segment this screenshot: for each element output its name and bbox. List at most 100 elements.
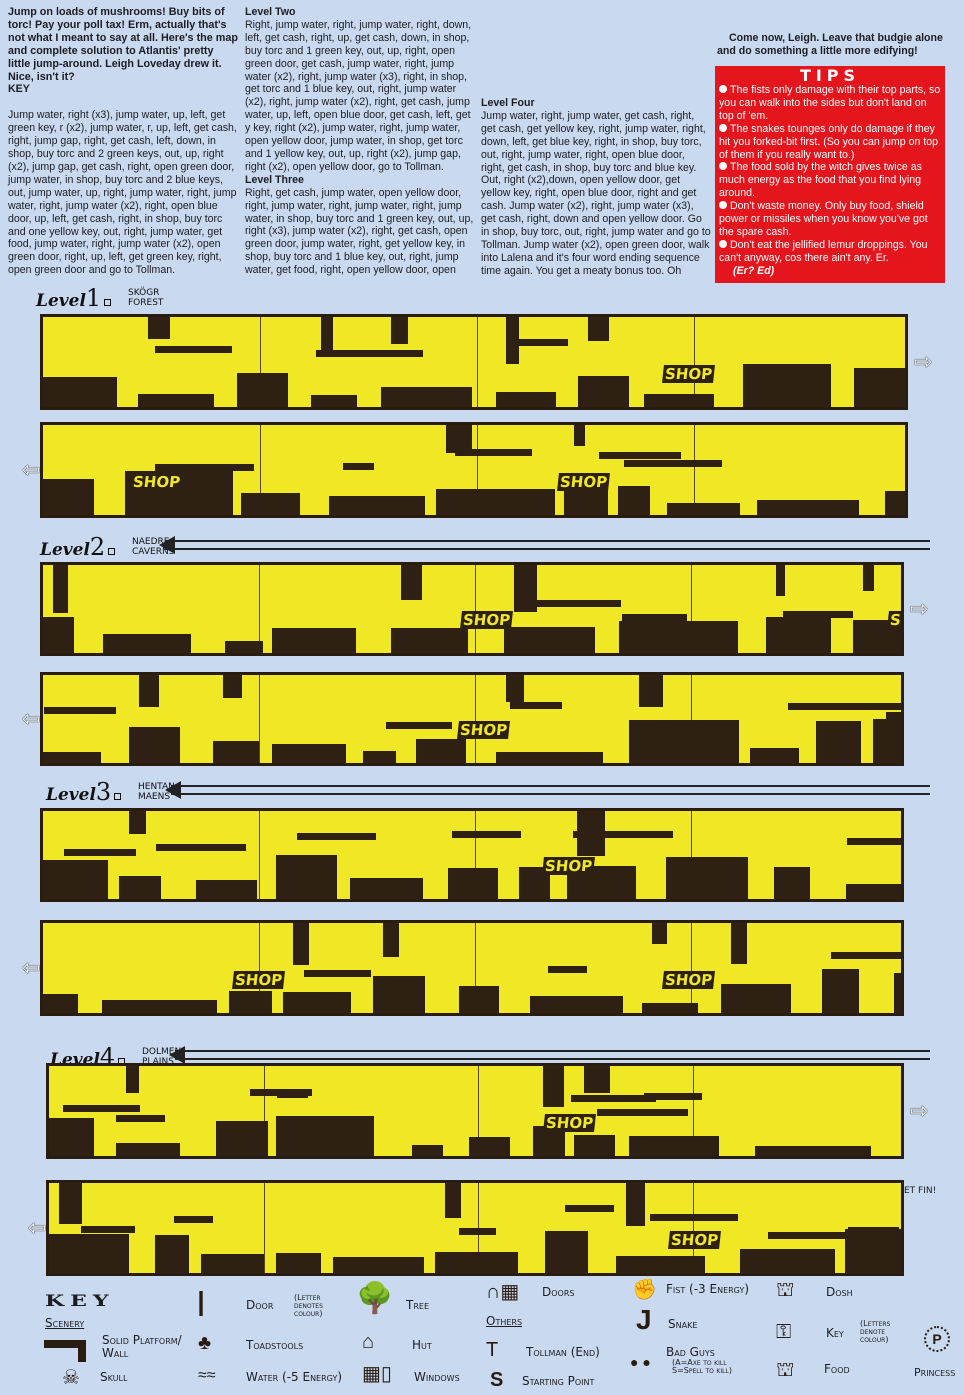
ground-block [276,1115,374,1156]
screen-arrow-icon: ⇨ [910,596,929,621]
pillar [320,317,333,350]
screen-divider [693,1066,694,1156]
pillar [382,923,400,957]
level-name: SKÖGR FOREST [128,288,163,308]
platform [451,831,522,838]
key-dosh: Dosh [826,1285,853,1299]
level-four-heading: Level Four [481,97,535,109]
pillar [59,1183,82,1224]
platform [509,339,569,347]
platform [115,1115,165,1123]
ground-block [739,1249,835,1273]
ground-block [201,1254,264,1273]
tip-item: The food sold by the witch gives twice a… [719,161,941,200]
scenery-heading: Scenery [45,1316,85,1330]
key-start: Starting Point [522,1374,595,1388]
ground-block [43,994,79,1013]
platform [570,1095,657,1103]
ground-block [894,972,901,1013]
ground-block [628,1135,720,1156]
platform [509,701,563,709]
platform [847,1226,899,1234]
ground-block [530,995,623,1013]
pillar [53,565,68,613]
ground-block [118,875,162,899]
screen-divider [694,317,695,407]
tip-text: The food sold by the witch gives twice a… [719,161,922,200]
screen-divider [260,425,261,515]
ground-block [416,739,467,763]
bullet-icon [719,162,727,171]
screen-divider [691,923,692,1013]
ground-block [545,1231,589,1273]
level-two-heading: Level Two [245,6,296,18]
shop-sign: SHOP [887,611,901,629]
tip-text: Don't eat the jellified lemur droppings.… [719,238,928,264]
screen-arrow-icon: ⇨ [914,349,933,374]
direction-arrow [169,1046,930,1064]
screen-divider [477,317,478,407]
ground-block [196,880,258,899]
ground-block [436,489,556,515]
pillar [625,1183,646,1226]
ground-block [43,377,118,407]
bullet-icon [719,239,727,248]
dosh-icon: ⛫ [776,1279,795,1301]
shop-sign: SHOP [557,473,611,491]
ground-block [363,750,396,763]
map-strip: SHOP [46,1180,904,1276]
key-door: Door [246,1298,274,1312]
pillar [391,317,408,344]
map-strip: SHOP [46,1063,904,1159]
level-number: 1 [85,284,102,312]
ground-block [720,983,791,1013]
screen-divider [693,1183,694,1273]
ground-block [821,969,860,1013]
outro-text: Come now, Leigh. Leave that budgie alone… [717,32,943,57]
level-word: Level [36,291,86,311]
platform [788,703,866,711]
key-tollman: Tollman (End) [526,1345,600,1359]
tip-text: The fists only damage with their top par… [719,84,941,122]
ground-block [816,720,861,763]
platform [573,831,674,839]
door-icon: Ⅰ [196,1286,207,1324]
shop-sign: SHOP [543,1114,597,1132]
ground-block [271,744,346,763]
key-food: Food [824,1362,850,1376]
ground-block [236,373,289,407]
ground-block [43,860,109,899]
ground-block [666,857,748,899]
ground-block [469,1137,510,1156]
author: Leigh Loveday [105,57,181,70]
ground-block [573,1134,616,1156]
platform [644,1093,702,1101]
level-marker [104,299,112,306]
ground-block [310,395,357,407]
shop-sign: SHOP [662,971,716,989]
platform [598,451,682,459]
direction-arrow [159,536,930,554]
ground-block [872,719,901,763]
screen-arrow-icon: ⇨ [910,1098,929,1123]
tollman-icon: T [486,1339,499,1361]
key-heading: KEY [8,83,30,96]
level-word: Level [46,785,96,805]
snake-icon: J [636,1304,652,1335]
level-four-solution: Jump water, right, jump water, get cash,… [481,109,711,278]
level-marker [108,548,116,555]
doors-icon: ∩▦ [486,1281,520,1303]
level-name: DOLMEN PLAINS [142,1047,181,1067]
key-key-note: (Letters denote colour) [860,1319,891,1344]
platform [650,1213,738,1221]
map-strip: SHOP [40,672,904,766]
screen-divider [475,565,476,653]
platform [277,1091,308,1099]
tips-list: The fists only damage with their top par… [719,84,941,265]
editor-note: (Er? Ed) [733,264,775,277]
intro-column: Jump on loads of mushrooms! Buy bits of … [8,6,238,277]
pillar [125,1066,139,1094]
screen-divider [478,1183,479,1273]
ground-block [101,999,217,1013]
key-doors: Doors [542,1285,575,1299]
